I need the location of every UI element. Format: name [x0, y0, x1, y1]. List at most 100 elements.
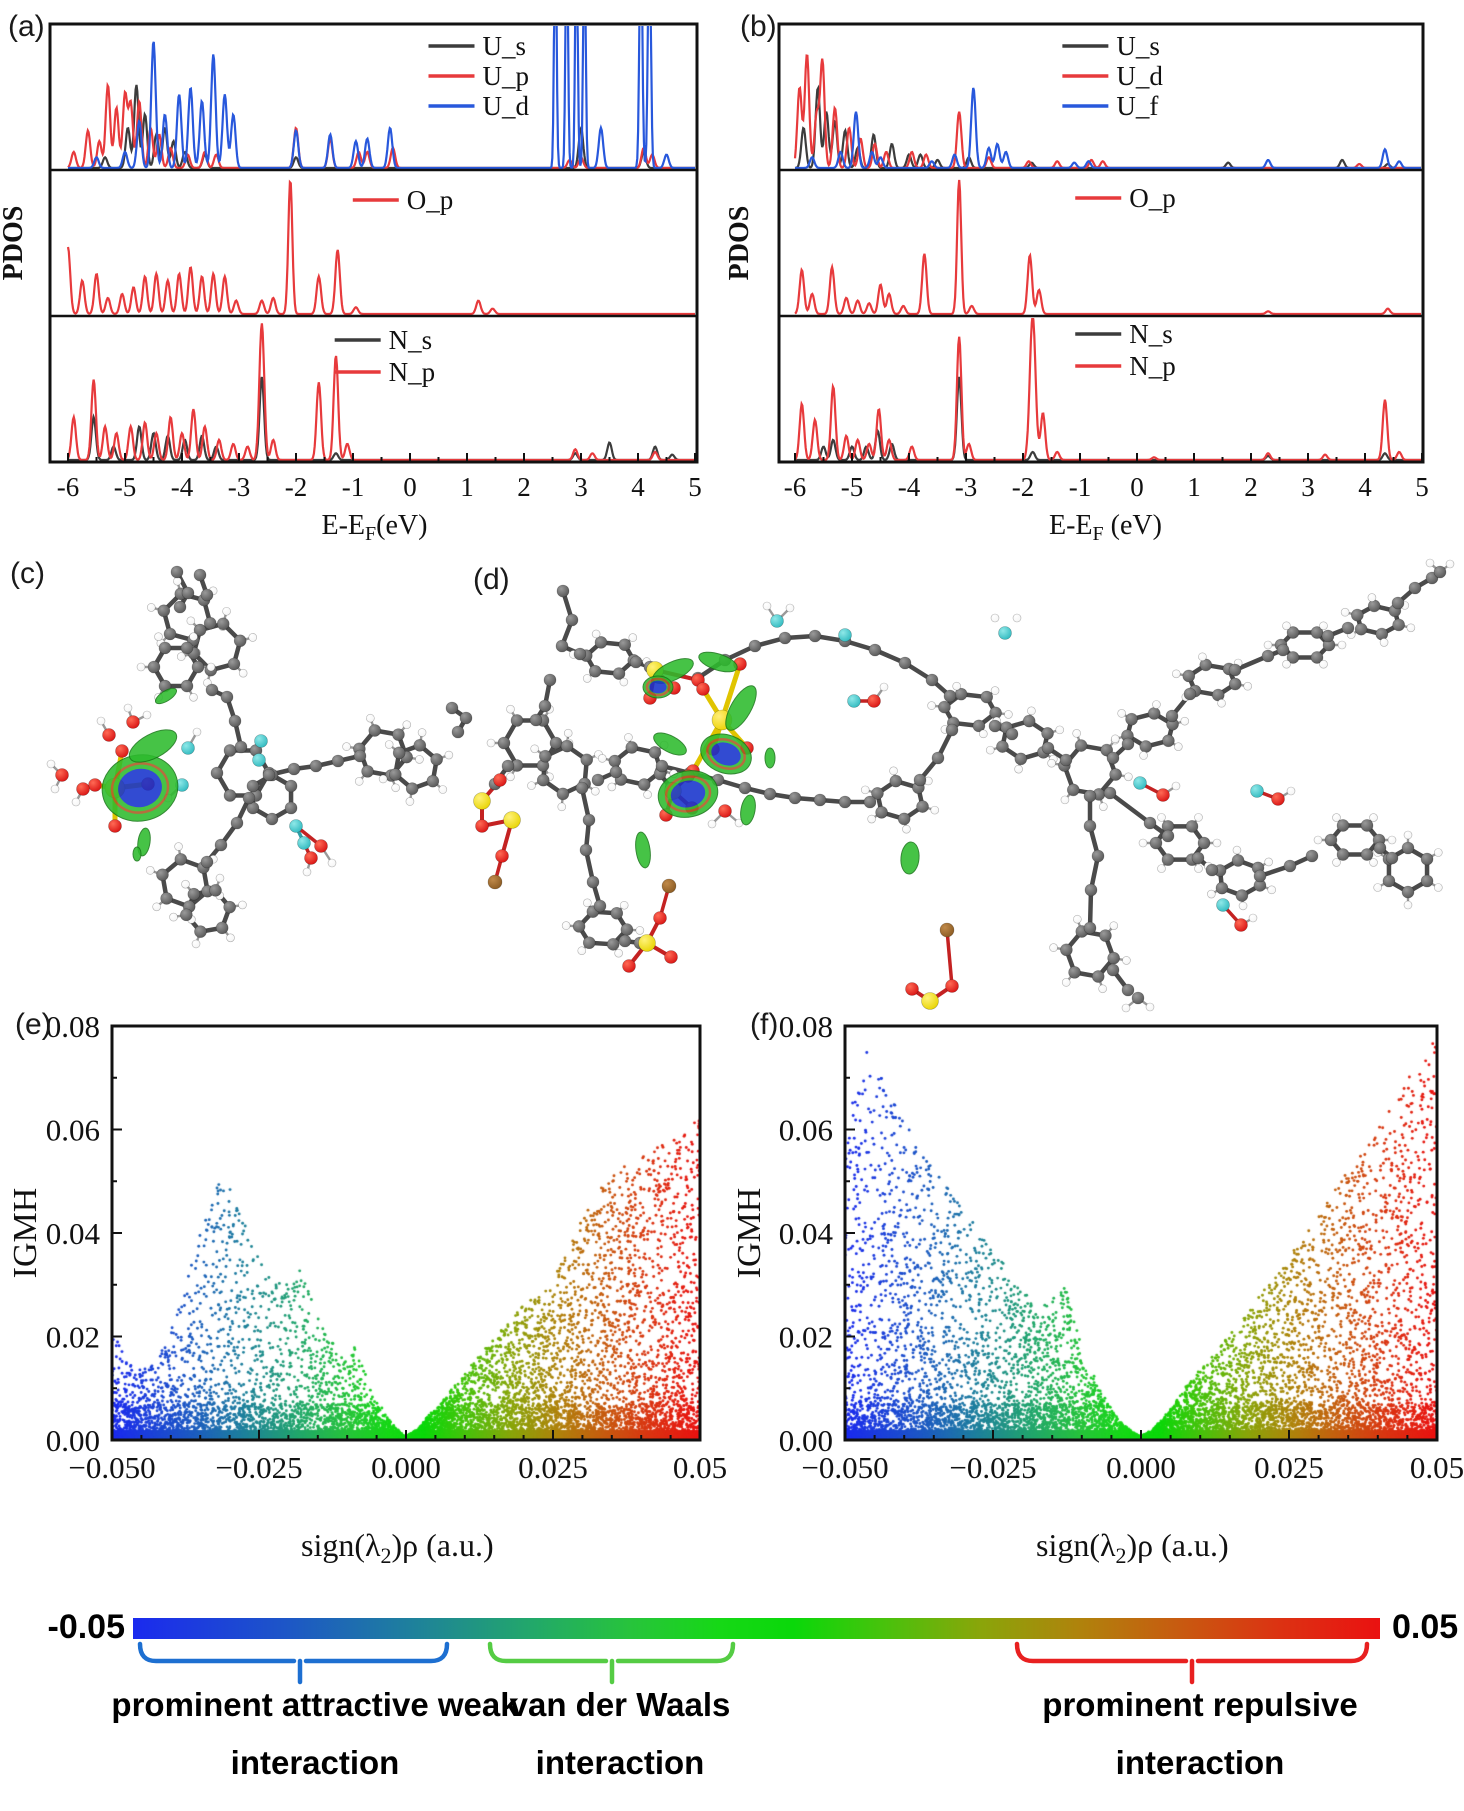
- atom-S: [473, 792, 491, 810]
- atom-O: [475, 819, 489, 833]
- x-tick-label: -4: [898, 472, 921, 502]
- legend-label-U_d: U_d: [1116, 61, 1163, 91]
- isosurface-blob: [101, 754, 179, 822]
- atom-H: [1171, 669, 1181, 679]
- atom-H: [624, 733, 633, 742]
- panel-a-label: (a): [8, 10, 45, 43]
- atom-C: [389, 768, 402, 781]
- x-tick-label: 0: [403, 472, 417, 502]
- legend-label-U_f: U_f: [1116, 91, 1158, 121]
- atom-O: [314, 839, 328, 853]
- atom-C: [1401, 841, 1415, 855]
- atom-C: [1286, 651, 1300, 664]
- atom-C: [497, 736, 511, 750]
- atom-H: [169, 912, 178, 922]
- atom-O: [653, 911, 667, 925]
- atom-C: [209, 884, 222, 897]
- atom-H: [1060, 795, 1070, 805]
- atom-N: [289, 819, 303, 833]
- vdw-interaction-label-line1: van der Waals: [509, 1686, 731, 1723]
- atom-N: [847, 694, 861, 708]
- x-tick-label: 0.05: [1410, 1450, 1464, 1485]
- atom-C: [606, 938, 620, 951]
- scatter-f-axes: −0.050 −0.025 0.000 0.025 0.05 0.00 0.02 0.04 0.…: [731, 1009, 1464, 1568]
- atom-H: [1027, 706, 1036, 716]
- atom-C: [579, 843, 593, 857]
- atom-N: [1133, 776, 1147, 790]
- atom-C: [405, 782, 419, 795]
- atom-C: [738, 781, 752, 795]
- atom-C: [618, 934, 632, 948]
- panel-c-label: (c): [10, 557, 45, 590]
- atom-C: [1131, 991, 1145, 1005]
- atom-C: [1197, 836, 1211, 850]
- atom-C: [808, 629, 822, 643]
- x-axis-title: sign(λ2)ρ (a.u.): [1036, 1527, 1229, 1568]
- atom-C: [868, 643, 882, 657]
- atom-O: [664, 950, 678, 964]
- atom-C: [538, 699, 552, 713]
- atom-C: [200, 588, 214, 602]
- atom-O: [945, 979, 959, 993]
- atom-C: [556, 787, 570, 801]
- atom-H: [238, 668, 248, 678]
- atom-H: [438, 785, 448, 794]
- atom-O: [867, 694, 881, 708]
- atom-C: [813, 793, 827, 807]
- atom-H: [123, 703, 133, 713]
- atom-H: [1286, 786, 1296, 796]
- atom-H: [145, 866, 155, 875]
- atom-C: [1191, 851, 1205, 865]
- atom-H: [1152, 700, 1161, 709]
- atom-C: [1354, 622, 1368, 636]
- atom-C: [203, 616, 217, 630]
- atom-C: [1401, 885, 1415, 899]
- atom-H: [1139, 751, 1148, 760]
- x-axis-title: E-EF(eV): [322, 510, 428, 545]
- atom-C: [194, 925, 207, 938]
- atom-H: [1243, 681, 1253, 691]
- atom-H: [417, 728, 427, 737]
- x-axis-title: E-EF (eV): [1049, 510, 1162, 545]
- x-tick-label: -5: [841, 472, 864, 502]
- atom-H: [506, 704, 515, 714]
- atom-C: [1336, 848, 1350, 861]
- atom-H: [405, 797, 415, 806]
- atom-C: [1041, 727, 1054, 740]
- atom-C: [575, 781, 589, 795]
- atom-Br: [661, 878, 677, 894]
- atom-H: [628, 633, 638, 642]
- atom-C: [582, 936, 596, 950]
- atom-C: [1336, 819, 1350, 832]
- atom-H: [1406, 623, 1416, 633]
- y-axis-title: PDOS: [0, 206, 29, 281]
- atom-H: [591, 786, 600, 796]
- atom-C: [174, 853, 188, 866]
- x-tick-label: 0.025: [518, 1450, 588, 1485]
- isosurface-blob: [740, 794, 756, 826]
- atom-C: [1215, 881, 1229, 895]
- atom-C: [889, 774, 903, 788]
- pdos-chart-a: U_sU_pU_d O_p N_sN_p -6 -5 -4 -3 -2 -1 0 1 2 3 4 5 E-EF…: [0, 22, 702, 545]
- atom-H: [1282, 659, 1291, 669]
- atom-H: [486, 738, 496, 748]
- atom-C: [1139, 740, 1153, 753]
- y-tick-label: 0.02: [779, 1320, 833, 1355]
- atom-O: [495, 849, 509, 863]
- pdos-series-U_s: [794, 84, 1421, 169]
- atom-H: [1337, 640, 1347, 650]
- x-tick-label: −0.025: [949, 1450, 1036, 1485]
- atom-H: [1121, 1003, 1131, 1013]
- atom-H: [71, 797, 81, 807]
- atom-C: [1121, 983, 1135, 997]
- atom-C: [181, 586, 195, 600]
- isosurface-blob: [764, 747, 776, 769]
- atom-C: [1261, 649, 1275, 663]
- atom-H: [136, 662, 146, 672]
- atom-C: [361, 765, 374, 778]
- atom-H: [342, 742, 351, 751]
- atom-C: [1231, 854, 1245, 867]
- atom-C: [629, 655, 643, 669]
- pdos-series-N_p: [794, 318, 1421, 461]
- atom-N: [1216, 898, 1230, 912]
